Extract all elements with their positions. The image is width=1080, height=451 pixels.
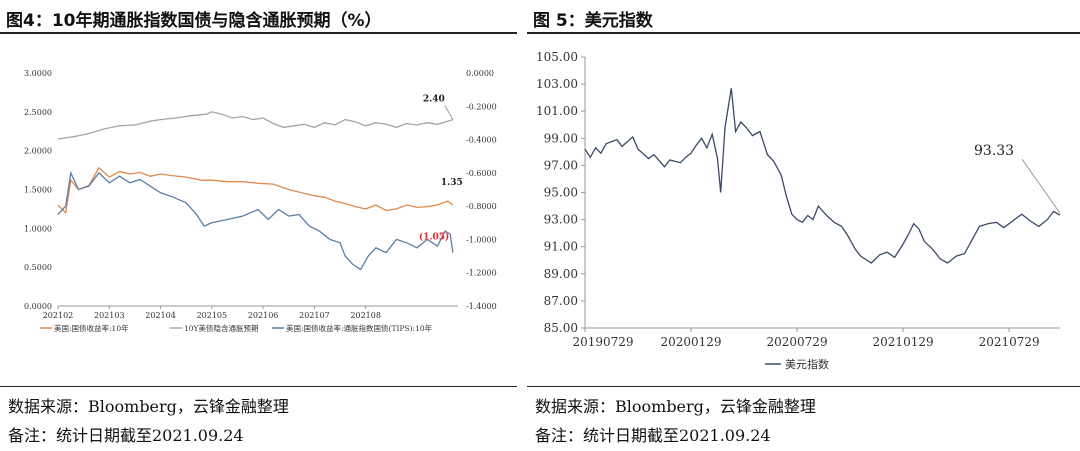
left-x-tick-label: 202108 [350,311,381,320]
right-chart-panel: 图 5：美元指数 105.00 103.00 101.00 99.00 97.00 95.… [527,0,1080,451]
left-annotation-label: 2.40 [423,95,445,105]
right-y-tick-label: 0.0000 [466,69,494,78]
right-y-tick-label: 105.00 [536,50,578,64]
left-x-tick-label: 202107 [299,311,330,320]
right-y-tick-label: 91.00 [544,240,578,254]
right-x-tick-label: 20200729 [767,335,828,349]
left-bottom-rule [0,386,517,387]
left-x-tick-label: 202105 [197,311,228,320]
left-y-tick-label: 3.0000 [24,69,52,78]
left-annotation-label: (1.05) [419,232,449,243]
right-y-tick-label: -1.0000 [466,235,497,244]
left-annotation-label: 1.35 [441,178,463,188]
left-y-tick-label: 2.0000 [24,147,52,156]
right-title-rule [527,32,1080,34]
right-chart-title: 图 5：美元指数 [533,11,653,31]
right-source-text: 数据来源：Bloomberg，云锋金融整理 [535,397,816,416]
left-chart-title: 图4：10年期通胀指数国债与隐含通胀预期（%） [6,11,382,31]
right-x-tick-label: 20210129 [873,335,934,349]
right-x-tick-label: 20210729 [979,335,1040,349]
left-y-tick-label: 0.5000 [24,263,52,272]
right-legend-label: 美元指数 [785,357,829,371]
right-annotation-leader [1021,158,1061,214]
right-y-tick-label: -1.4000 [466,302,497,311]
right-y-tick-label: -0.4000 [466,136,497,145]
right-y-tick-label: 85.00 [544,321,578,335]
right-y-tick-label: 99.00 [544,131,578,145]
right-chart-svg: 105.00 103.00 101.00 99.00 97.00 95.00 93.00 91… [536,50,1061,371]
right-y-tick-label: 93.00 [544,213,578,227]
left-x-tick-label: 202106 [248,311,279,320]
right-x-tick-label: 20190729 [572,335,633,349]
right-series-line [584,88,1061,264]
right-x-tick-label: 20200129 [660,335,721,349]
right-y-tick-label: 87.00 [544,294,578,308]
left-legend-label: 10Y美债隐含通胀预期 [184,323,259,333]
right-y-tick-label: -0.6000 [466,169,497,178]
left-series-line-1 [57,166,454,215]
right-bottom-rule [527,386,1080,387]
left-y-tick-label: 1.5000 [24,186,52,195]
left-x-tick-label: 202103 [94,311,125,320]
left-series-line-3 [57,170,454,271]
left-y-tick-label: 1.0000 [24,224,52,233]
left-chart-svg: 3.0000 2.5000 2.0000 1.5000 1.0000 0.5000 0.00… [24,69,497,333]
left-legend-label: 美国:国债收益率:通胀指数国债(TIPS):10年 [286,323,433,333]
left-x-tick-label: 202104 [145,311,176,320]
right-y-tick-label: 97.00 [544,158,578,172]
left-y-tick-label: 2.5000 [24,108,52,117]
right-y-tick-label: -1.2000 [466,269,497,278]
left-x-tick-label: 202102 [43,311,74,320]
left-title-rule [0,32,517,34]
right-annotation-label: 93.33 [974,143,1014,159]
right-y-tick-label: 103.00 [536,77,578,91]
left-series-line-2 [57,111,454,140]
right-note-text: 备注：统计日期截至2021.09.24 [535,426,771,445]
right-y-tick-label: -0.8000 [466,202,497,211]
left-y-tick-label: 0.0000 [24,302,52,311]
left-legend-label: 美国:国债收益率:10年 [54,323,129,333]
left-note-text: 备注：统计日期截至2021.09.24 [8,426,244,445]
left-annotation-leader [444,105,454,120]
left-chart-panel: 图4：10年期通胀指数国债与隐含通胀预期（%） 3.0000 2.5000 2.00… [0,0,520,451]
right-y-tick-label: 101.00 [536,104,578,118]
right-y-tick-label: 89.00 [544,267,578,281]
left-source-text: 数据来源：Bloomberg，云锋金融整理 [8,397,289,416]
right-y-tick-label: 95.00 [544,186,578,200]
right-y-tick-label: -0.2000 [466,102,497,111]
